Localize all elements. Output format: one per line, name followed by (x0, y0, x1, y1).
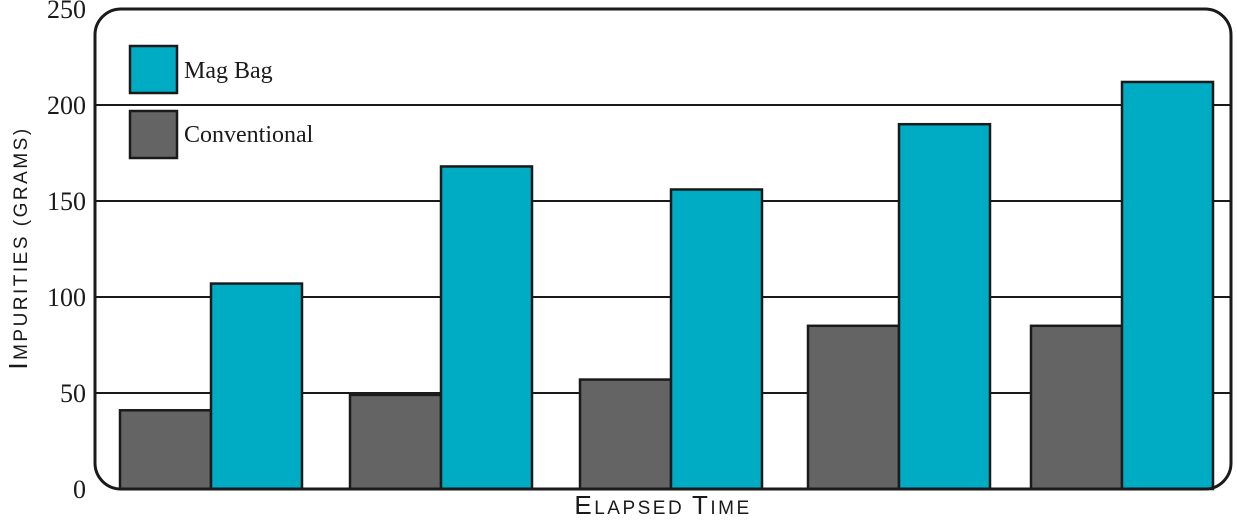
plot-frame (93, 7, 1233, 491)
bar-mag-bag-1 (209, 282, 304, 491)
y-tick-label-250: 250 (47, 0, 86, 24)
y-tick-label-200: 200 (47, 91, 86, 120)
y-tick-label-50: 50 (60, 379, 86, 408)
legend-swatch-conventional (128, 109, 179, 160)
legend-swatch-mag-bag (128, 44, 179, 95)
bar-conventional-5 (1029, 324, 1124, 491)
legend-item-conventional: Conventional (128, 109, 314, 160)
bar-conventional-1 (118, 409, 213, 491)
bar-mag-bag-2 (439, 165, 534, 491)
y-axis-title: IMPURITIES (GRAMS) (3, 126, 33, 369)
bar-mag-bag-4 (897, 122, 992, 491)
legend-label-mag-bag: Mag Bag (184, 58, 273, 84)
legend-item-mag-bag: Mag Bag (128, 44, 273, 95)
y-tick-label-150: 150 (47, 187, 86, 216)
y-axis-ticks: 0 50 100 150 200 250 (47, 0, 86, 504)
bar-conventional-3 (578, 378, 673, 491)
legend-label-conventional: Conventional (184, 122, 314, 148)
bar-conventional-4 (806, 324, 901, 491)
bar-conventional-2 (348, 393, 443, 491)
y-tick-label-0: 0 (73, 475, 86, 504)
bar-mag-bag-5 (1120, 80, 1215, 491)
y-tick-label-100: 100 (47, 283, 86, 312)
bar-mag-bag-3 (669, 188, 764, 491)
x-axis-title: ELAPSED TIME (574, 490, 751, 520)
legend: Mag Bag Conventional (128, 44, 314, 160)
